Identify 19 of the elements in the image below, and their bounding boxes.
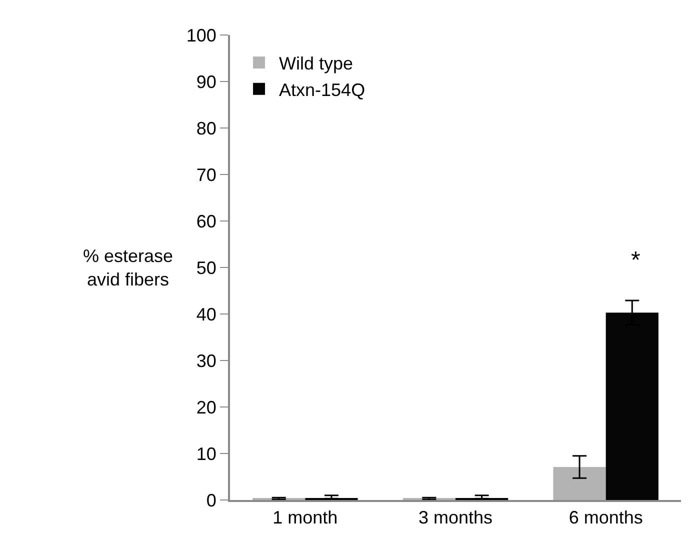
y-tick-label: 100 [186, 25, 216, 46]
y-tick-label: 90 [196, 72, 216, 92]
annotation: * [631, 247, 640, 274]
x-tick-label: 1 month [272, 508, 338, 528]
y-tick-label: 70 [196, 164, 216, 185]
y-tick-label: 40 [196, 304, 216, 324]
y-tick-label: 10 [196, 444, 216, 464]
y-tick-label: 0 [206, 490, 216, 510]
bar [553, 466, 606, 500]
y-tick-label: 80 [196, 118, 216, 138]
y-tick-label: 60 [196, 211, 216, 232]
y-tick-label: 20 [196, 397, 216, 418]
x-tick-label: 3 months [418, 508, 493, 528]
x-tick-label: 6 months [568, 508, 643, 528]
y-axis-title: % esterase avid fibers [83, 246, 174, 290]
legend-label: Atxn-154Q [279, 80, 366, 100]
legend-label: Wild type [279, 54, 354, 74]
y-tick-label: 30 [196, 350, 216, 371]
y-tick-label: 50 [196, 258, 216, 278]
